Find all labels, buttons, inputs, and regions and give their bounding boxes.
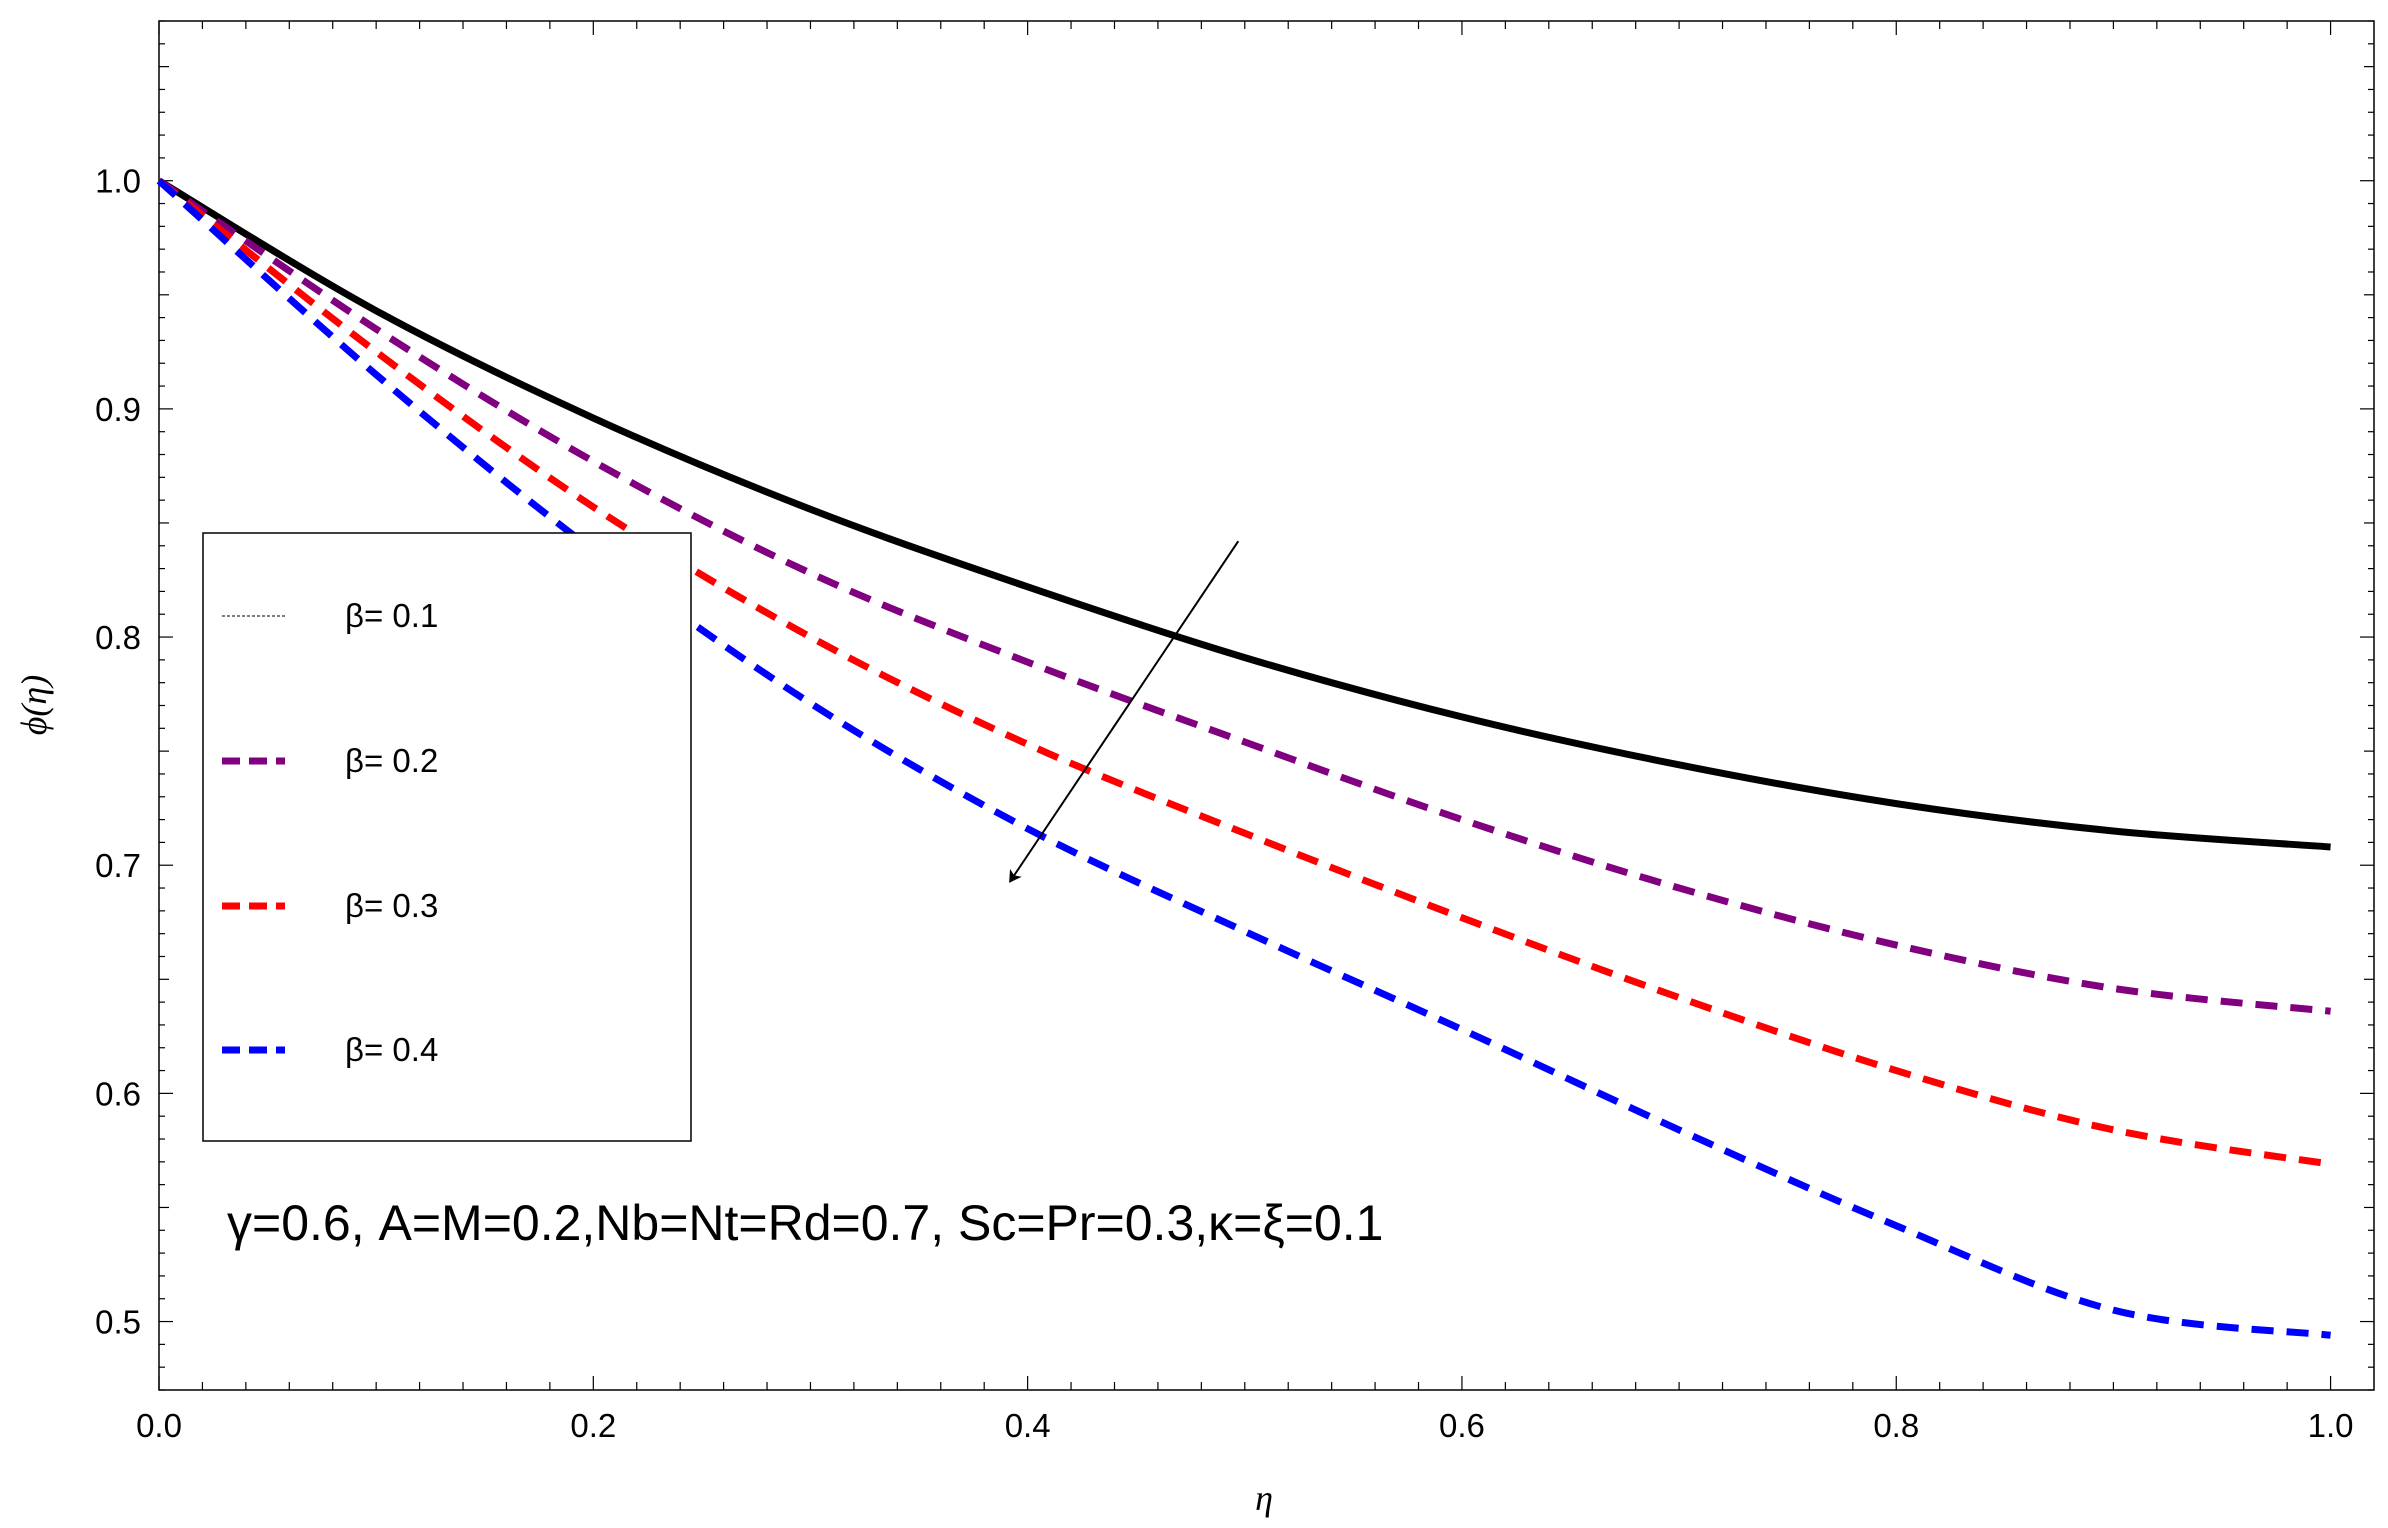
legend-label-4: β= 0.4 [345,1031,438,1068]
arrow-line [1009,540,1240,883]
x-tick-label: 0.2 [570,1407,616,1444]
increase-arrow [1009,540,1240,883]
x-tick-label: 0.0 [136,1407,182,1444]
axis-ticks [158,20,2374,1391]
legend-box [202,532,692,1142]
series-line-1 [157,177,2331,851]
tick-labels: 0.0 0.2 0.4 0.6 0.8 1.0 0.5 0.6 0.7 0.8 0.9 1.0 [95,163,2353,1444]
y-tick-label: 0.5 [95,1304,141,1341]
y-tick-label: 0.7 [95,847,141,884]
legend-label-1: β= 0.1 [345,597,438,634]
legend-label-2: β= 0.2 [345,742,438,779]
annotation-text: γ=0.6, A=M=0.2,Nb=Nt=Rd=0.7, Sc=Pr=0.3,κ… [227,1195,1383,1251]
series-line-4 [156,178,2331,1339]
y-tick-label: 1.0 [95,163,141,200]
x-tick-label: 0.8 [1873,1407,1919,1444]
y-tick-label: 0.9 [95,391,141,428]
legend-label-3: β= 0.3 [345,887,438,924]
x-tick-label: 1.0 [2308,1407,2354,1444]
series-line-3 [156,177,2332,1168]
y-axis-label: ϕ(η) [14,675,54,735]
y-tick-label: 0.6 [95,1075,141,1112]
x-tick-label: 0.6 [1439,1407,1485,1444]
legend: β= 0.1 β= 0.2 β= 0.3 β= 0.4 [202,532,692,1142]
y-tick-label: 0.8 [95,619,141,656]
x-tick-label: 0.4 [1005,1407,1051,1444]
series-line-2 [157,177,2331,1015]
series-layer [156,177,2332,1339]
x-axis-label: η [1255,1478,1273,1518]
